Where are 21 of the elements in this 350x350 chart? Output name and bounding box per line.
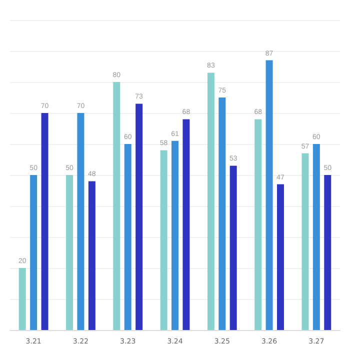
- bar: [41, 113, 48, 330]
- bar: [136, 104, 143, 330]
- bar: [88, 181, 96, 330]
- bar: [124, 144, 132, 330]
- bar: [66, 175, 74, 330]
- bar: [18, 268, 26, 330]
- bar: [207, 72, 214, 330]
- bar: [266, 60, 273, 330]
- bar: [230, 166, 237, 330]
- bar: [218, 98, 226, 330]
- bar: [182, 119, 190, 330]
- bar: [77, 113, 84, 330]
- bar: [276, 184, 284, 330]
- bar: [324, 175, 332, 330]
- bar: [30, 175, 38, 330]
- bar: [254, 119, 262, 330]
- bar: [302, 153, 309, 330]
- bar: [113, 82, 120, 330]
- bar: [160, 150, 168, 330]
- bar: [172, 140, 178, 330]
- bar: [312, 144, 320, 330]
